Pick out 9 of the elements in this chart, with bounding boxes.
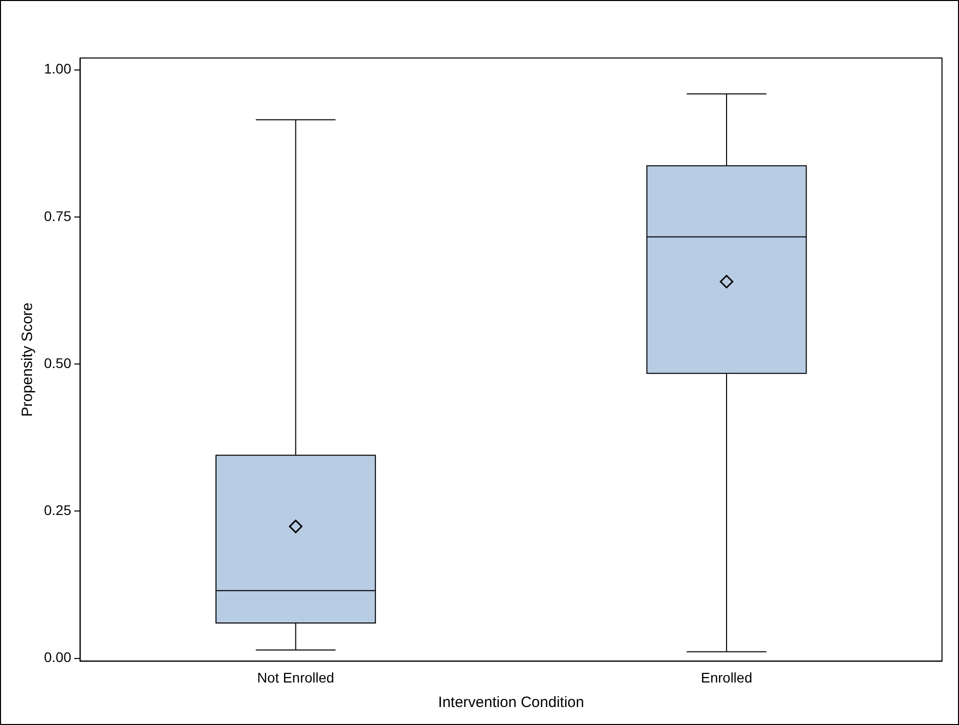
y-tick-label: 0.50 <box>44 354 72 371</box>
x-tick-label: Enrolled <box>700 669 752 686</box>
y-tick-label: 0.25 <box>44 502 72 518</box>
y-tick-label: 1.00 <box>44 60 72 77</box>
x-tick-label: Not Enrolled <box>257 669 334 686</box>
y-tick-label: 0.75 <box>44 208 72 224</box>
y-axis-title: Propensity Score <box>19 302 36 417</box>
x-axis-title: Intervention Condition <box>438 694 584 712</box>
y-tick-label: 0.00 <box>44 649 72 666</box>
